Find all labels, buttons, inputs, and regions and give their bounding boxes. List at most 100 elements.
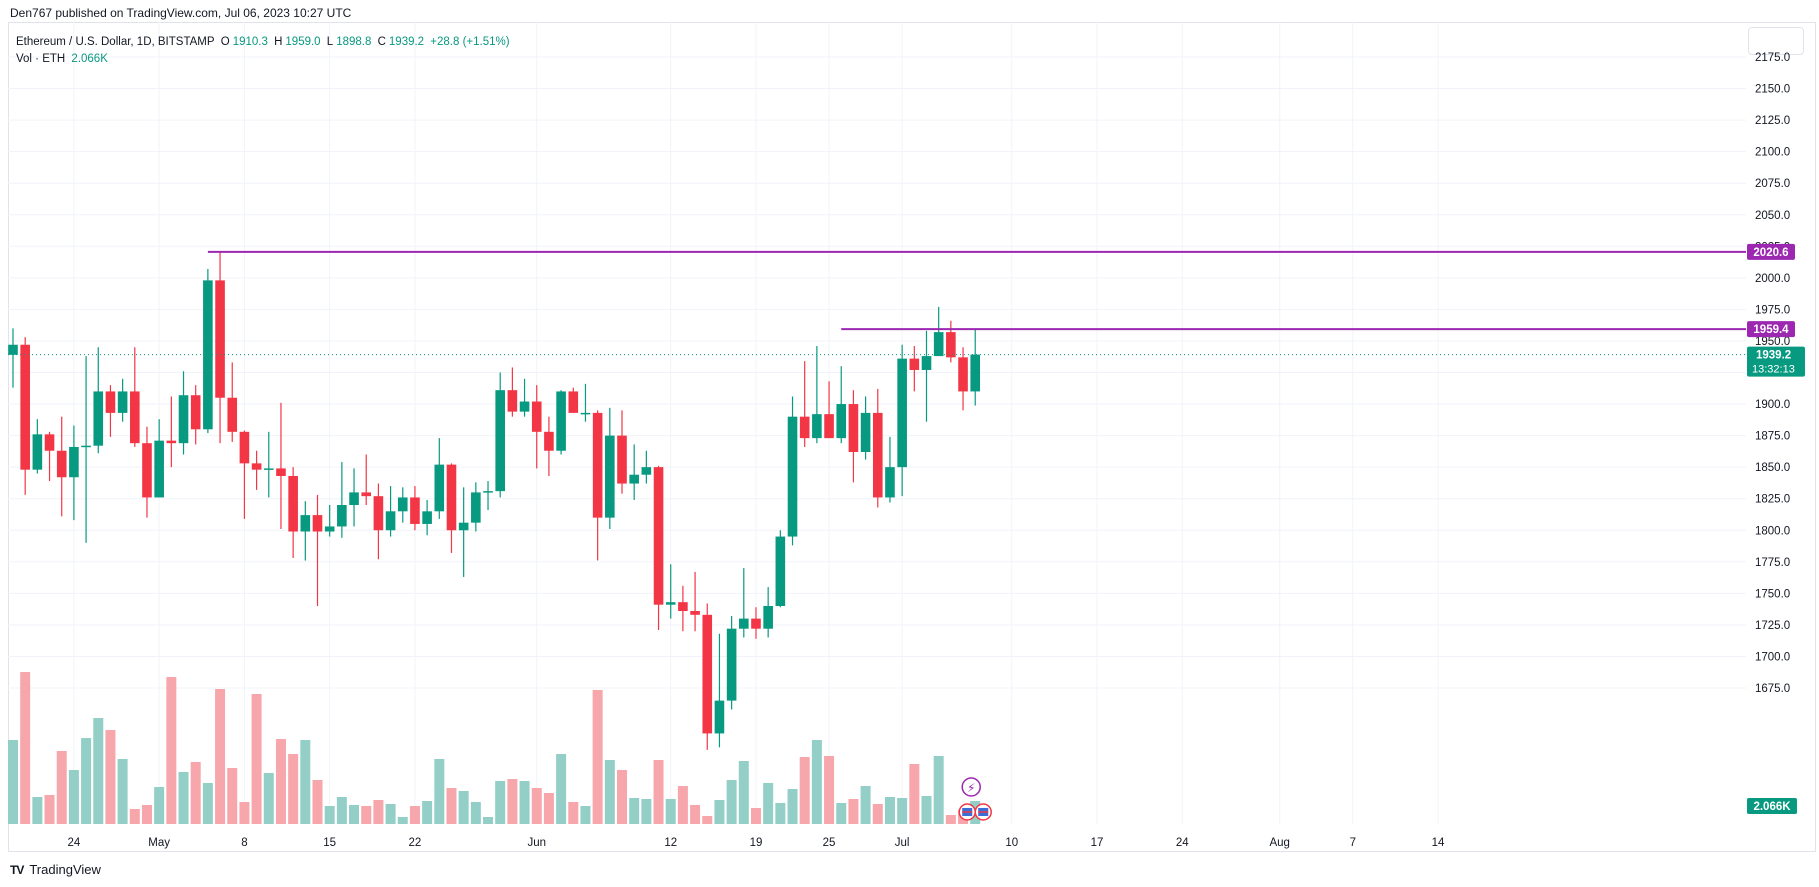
volume-bar <box>349 805 360 824</box>
level-price-label: 2020.6 <box>1753 247 1788 259</box>
candle-body <box>531 401 542 432</box>
candle-body <box>20 344 30 470</box>
chart-frame[interactable] <box>8 22 1816 852</box>
volume-bar <box>166 677 177 824</box>
x-tick-label: 22 <box>409 837 422 849</box>
candle-body <box>154 440 164 498</box>
volume-bar <box>945 815 956 824</box>
y-tick-label: 1825.0 <box>1755 494 1790 506</box>
candle-body <box>617 435 627 484</box>
chart-settings-box[interactable] <box>1748 27 1804 55</box>
candle-body <box>897 358 907 468</box>
candle-body <box>678 602 688 612</box>
y-tick-label: 2175.0 <box>1755 52 1790 64</box>
volume-bar <box>836 803 847 824</box>
candle-body <box>349 492 359 506</box>
candle-body <box>190 395 201 430</box>
countdown-label: 13:32:13 <box>1752 364 1795 376</box>
volume-bar <box>275 739 286 824</box>
candle-body <box>787 416 798 537</box>
x-tick-label: 8 <box>241 837 247 849</box>
volume-bar <box>117 759 128 824</box>
volume-bar <box>44 795 55 824</box>
candle-body <box>69 446 79 478</box>
candle-body <box>81 445 91 448</box>
candle-body <box>641 467 652 475</box>
candle-body <box>812 414 822 439</box>
volume-bar <box>178 772 189 824</box>
lightning-event-icon <box>961 777 981 797</box>
volume-bar <box>446 788 457 824</box>
x-tick-label: 25 <box>823 837 836 849</box>
y-tick-label: 1700.0 <box>1755 651 1790 663</box>
high-label: H <box>274 36 283 48</box>
publisher-text: Den767 published on TradingView.com, Jul… <box>10 6 352 20</box>
candle-body <box>93 391 104 446</box>
candle-body <box>458 522 469 531</box>
candle-body <box>410 497 420 524</box>
candle-body <box>263 468 274 470</box>
candle-body <box>337 505 347 527</box>
candle-body <box>288 475 298 532</box>
volume-bar <box>385 804 396 824</box>
candle-body <box>921 356 932 370</box>
volume-bar <box>239 802 250 824</box>
low-value: 1898.8 <box>336 36 372 48</box>
lightning-glyph: ⚡ <box>967 781 975 795</box>
volume-bar <box>20 672 31 824</box>
x-tick-label: 10 <box>1005 837 1018 849</box>
volume-bar <box>763 783 774 824</box>
candle-body <box>446 464 457 531</box>
volume-badge <box>1747 798 1797 814</box>
low-label: L <box>326 36 334 48</box>
volume-bar <box>811 740 822 824</box>
volume-bar <box>458 791 469 824</box>
candle-body <box>471 492 481 523</box>
volume-bar <box>617 770 627 824</box>
volume-bar <box>738 761 749 824</box>
candle-body <box>872 412 883 498</box>
volume-bar <box>653 760 664 824</box>
x-tick-label: 24 <box>68 837 81 849</box>
volume-bar <box>750 808 761 824</box>
candle-body <box>885 467 895 498</box>
candle-body <box>130 391 140 444</box>
volume-value: 2.066K <box>71 53 108 65</box>
x-tick-label: May <box>148 837 170 849</box>
brand-name: TradingView <box>29 862 101 877</box>
candle-body <box>203 280 213 430</box>
volume-bar <box>775 803 786 824</box>
volume-bar <box>641 799 652 824</box>
candle-body <box>848 404 859 453</box>
candle-body <box>385 511 396 531</box>
footer: TV TradingView <box>10 862 101 877</box>
volume-bar <box>824 756 835 824</box>
candle-body <box>324 526 335 532</box>
volume-bar <box>629 798 640 824</box>
volume-bar <box>495 781 506 824</box>
volume-bar <box>422 801 433 824</box>
candle-body <box>507 390 518 412</box>
candle-body <box>958 357 968 392</box>
volume-bar <box>702 816 713 824</box>
candle-body <box>312 515 323 532</box>
candle-body <box>44 434 55 451</box>
volume-bar <box>434 759 445 824</box>
candle-body <box>775 536 786 606</box>
candle-body <box>434 464 445 512</box>
candle-body <box>970 354 981 392</box>
ohlc-row: Ethereum / U.S. Dollar, 1D, BITSTAMP O 19… <box>16 34 513 51</box>
candle-body <box>763 605 773 629</box>
volume-bar <box>531 788 542 824</box>
candle-body <box>495 390 505 492</box>
candle-body <box>32 434 43 470</box>
candle-body <box>568 391 579 413</box>
volume-bar <box>884 797 895 824</box>
x-tick-label: 24 <box>1176 837 1189 849</box>
y-tick-label: 1750.0 <box>1755 588 1790 600</box>
volume-bar <box>726 780 737 824</box>
volume-bar <box>909 764 920 824</box>
y-tick-label: 1900.0 <box>1755 399 1790 411</box>
candle-body <box>824 414 834 439</box>
